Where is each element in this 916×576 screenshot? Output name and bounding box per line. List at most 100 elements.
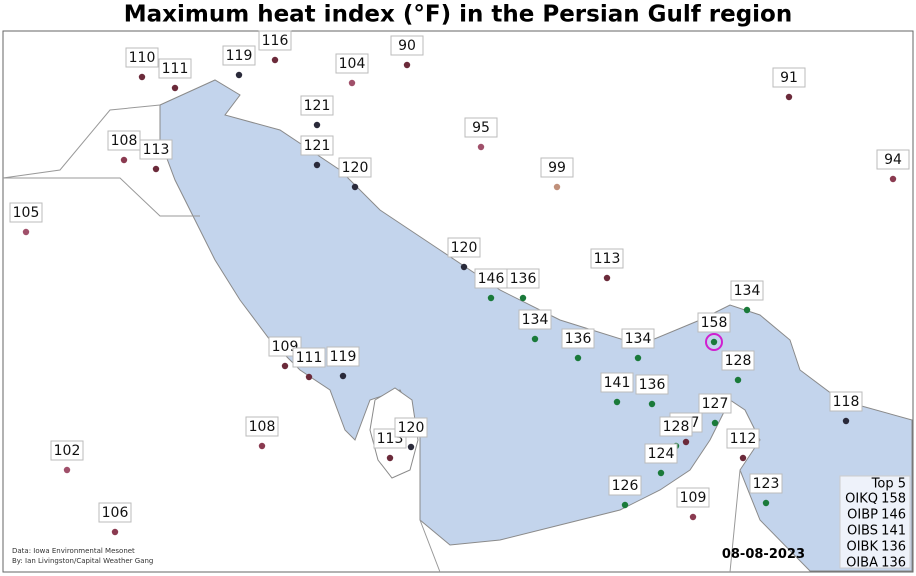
station-value: 90 bbox=[398, 38, 416, 54]
label-box bbox=[335, 53, 369, 74]
station-dot bbox=[739, 454, 747, 462]
station-value: 141 bbox=[604, 375, 631, 391]
top5-value: 136 bbox=[881, 540, 906, 555]
label-box bbox=[829, 391, 863, 412]
top5-station: OIBP bbox=[847, 508, 878, 523]
top5-station: OIKQ bbox=[845, 492, 878, 507]
station-dot bbox=[138, 73, 146, 81]
station-dot bbox=[613, 398, 621, 406]
station-dot bbox=[648, 400, 656, 408]
label-box bbox=[390, 35, 424, 56]
top5-station: OIBS bbox=[847, 524, 878, 539]
station-dot bbox=[305, 373, 313, 381]
station-dot bbox=[762, 499, 770, 507]
station-dot bbox=[407, 443, 415, 451]
station-value: 134 bbox=[625, 331, 652, 347]
top5-box bbox=[839, 475, 911, 569]
station-dot bbox=[553, 183, 561, 191]
station-value: 111 bbox=[162, 61, 189, 77]
station-value: 119 bbox=[330, 349, 357, 365]
station-value: 110 bbox=[129, 50, 156, 66]
top5-value: 146 bbox=[881, 508, 906, 523]
station-dot bbox=[689, 513, 697, 521]
station-dot bbox=[711, 419, 719, 427]
label-box bbox=[447, 237, 481, 258]
label-box bbox=[772, 67, 806, 88]
station-value: 121 bbox=[304, 138, 331, 154]
station-dot bbox=[313, 121, 321, 129]
station-value: 121 bbox=[304, 98, 331, 114]
station-dot bbox=[710, 338, 718, 346]
station-dot bbox=[487, 294, 495, 302]
station-value: 136 bbox=[510, 271, 537, 287]
station-dot bbox=[152, 165, 160, 173]
label-box bbox=[300, 95, 334, 116]
station-value: 123 bbox=[753, 476, 780, 492]
station-value: 146 bbox=[478, 271, 505, 287]
label-box bbox=[506, 268, 540, 289]
station-value: 116 bbox=[262, 33, 289, 49]
label-box bbox=[518, 309, 552, 330]
highlight-ring bbox=[705, 333, 723, 351]
top5-value: 158 bbox=[881, 492, 906, 507]
station-value: 120 bbox=[398, 420, 425, 436]
station-value: 113 bbox=[143, 142, 170, 158]
station-dot bbox=[339, 372, 347, 380]
top5-value: 136 bbox=[881, 556, 906, 571]
label-box bbox=[300, 135, 334, 156]
label-box bbox=[139, 139, 173, 160]
station-value: 108 bbox=[111, 133, 138, 149]
station-value: 124 bbox=[648, 446, 675, 462]
station-dot bbox=[111, 528, 119, 536]
station-value: 91 bbox=[780, 70, 798, 86]
label-box bbox=[644, 443, 678, 464]
station-dot bbox=[743, 306, 751, 314]
station-dot bbox=[348, 79, 356, 87]
station-value: 112 bbox=[730, 431, 757, 447]
station-dot bbox=[271, 56, 279, 64]
date: 08-08-2023 bbox=[722, 547, 805, 562]
label-box bbox=[600, 372, 634, 393]
station-value: 113 bbox=[594, 251, 621, 267]
station-dot bbox=[63, 466, 71, 474]
station-dot bbox=[682, 438, 690, 446]
label-box bbox=[726, 428, 760, 449]
station-dot bbox=[235, 71, 243, 79]
label-box bbox=[222, 45, 256, 66]
station-dot bbox=[171, 84, 179, 92]
station-dot bbox=[657, 469, 665, 477]
label-box bbox=[608, 475, 642, 496]
station-value: 94 bbox=[884, 152, 902, 168]
station-value: 99 bbox=[548, 160, 566, 176]
station-value: 136 bbox=[639, 377, 666, 393]
station-value: 120 bbox=[342, 160, 369, 176]
label-box bbox=[326, 346, 360, 367]
station-value: 102 bbox=[54, 443, 81, 459]
station-dot bbox=[842, 417, 850, 425]
label-box bbox=[9, 202, 43, 223]
label-box bbox=[876, 149, 910, 170]
label-box bbox=[394, 417, 428, 438]
station-dot bbox=[634, 354, 642, 362]
station-dot bbox=[351, 183, 359, 191]
title: Maximum heat index (°F) in the Persian G… bbox=[124, 2, 792, 28]
station-dot bbox=[386, 454, 394, 462]
label-box bbox=[540, 157, 574, 178]
top5-title: Top 5 bbox=[871, 477, 906, 492]
station-value: 128 bbox=[725, 353, 752, 369]
station-value: 111 bbox=[296, 350, 323, 366]
station-dot bbox=[519, 294, 527, 302]
label-box bbox=[98, 502, 132, 523]
station-value: 104 bbox=[339, 56, 366, 72]
station-dot bbox=[477, 143, 485, 151]
label-box bbox=[464, 117, 498, 138]
borders bbox=[2, 104, 741, 573]
station-dot bbox=[531, 335, 539, 343]
stations: 110 111 119 116 104 90 91 121 95 108 113 121 120 99 94… bbox=[9, 30, 910, 536]
label-box bbox=[676, 487, 710, 508]
label-box bbox=[292, 347, 326, 368]
label-box bbox=[721, 350, 755, 371]
station-value: 158 bbox=[701, 315, 728, 331]
